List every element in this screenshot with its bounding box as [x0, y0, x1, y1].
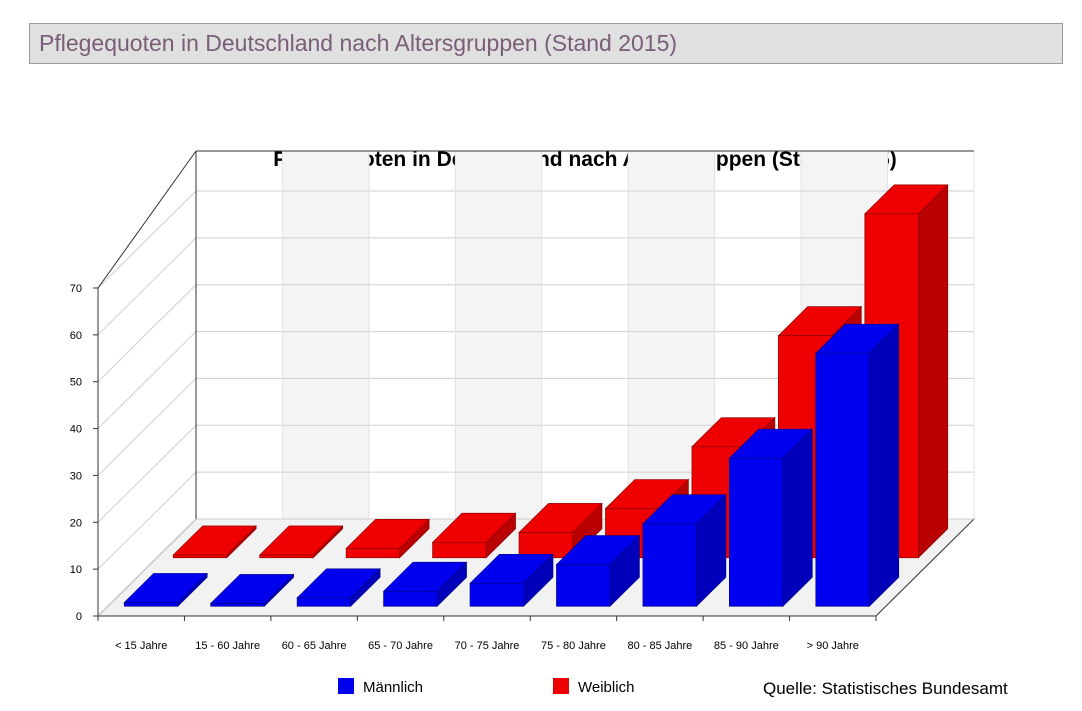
x-tick-label: 85 - 90 Jahre	[714, 640, 779, 652]
chart-frame	[97, 150, 974, 616]
x-tick-label: 65 - 70 Jahre	[368, 640, 433, 652]
bar-front	[259, 554, 314, 559]
y-tick-label: 70	[70, 283, 82, 295]
wall-band	[282, 151, 369, 519]
y-tick-label: 50	[70, 377, 82, 389]
bar-front	[123, 602, 179, 607]
x-axis: < 15 Jahre 15 - 60 Jahre 60 - 65 Jahre 65 -…	[97, 616, 877, 652]
bar-front	[642, 523, 697, 607]
x-tick-label: 15 - 60 Jahre	[195, 640, 260, 652]
page-header: Pflegequoten in Deutschland nach Altersg…	[29, 23, 1063, 64]
bar	[469, 553, 554, 608]
bar-front	[469, 583, 524, 607]
bar	[172, 525, 257, 559]
y-tick-label: 60	[70, 330, 82, 342]
bar-front	[383, 591, 438, 607]
legend-label: Männlich	[363, 679, 423, 696]
bar	[123, 572, 208, 608]
bar	[258, 525, 344, 559]
x-tick-label: > 90 Jahre	[807, 640, 859, 652]
bar	[815, 323, 900, 608]
bar-series	[123, 323, 900, 608]
y-tick-label: 0	[76, 611, 82, 623]
bar	[518, 502, 603, 559]
bar-side	[782, 428, 813, 608]
legend-swatch	[338, 678, 354, 694]
bar	[345, 518, 430, 559]
source-note: Quelle: Statistisches Bundesamt	[763, 679, 1008, 698]
x-tick-label: < 15 Jahre	[115, 640, 167, 652]
bar-front	[556, 564, 611, 607]
wall-band	[455, 151, 542, 519]
legend-swatch	[553, 678, 569, 694]
y-axis: 0 10 20 30 40 50 60 70	[70, 283, 98, 623]
bar-front	[729, 457, 784, 607]
y-tick-label: 30	[70, 470, 82, 482]
x-tick-label: 60 - 65 Jahre	[282, 640, 347, 652]
bar	[382, 561, 468, 608]
y-tick-label: 40	[70, 424, 82, 436]
legend-item: Männlich	[338, 678, 423, 696]
bar-front	[345, 548, 401, 559]
legend-label: Weiblich	[578, 679, 634, 696]
bar	[728, 428, 814, 608]
bar	[296, 568, 381, 608]
chart-bars	[123, 184, 949, 608]
bar	[431, 512, 517, 559]
x-tick-label: 80 - 85 Jahre	[627, 640, 692, 652]
chart-walls	[282, 151, 888, 519]
chart-title: Pflegequoten in Deutschland nach Altersg…	[273, 148, 896, 171]
bar	[642, 494, 727, 608]
x-tick-label: 70 - 75 Jahre	[455, 640, 520, 652]
bar	[555, 534, 641, 608]
bar-front	[210, 603, 265, 607]
chart-legend: Männlich Weiblich	[338, 678, 634, 696]
page-title: Pflegequoten in Deutschland nach Altersg…	[39, 30, 678, 56]
bar-front	[432, 542, 487, 559]
frame-line	[97, 150, 197, 289]
x-tick-label: 75 - 80 Jahre	[541, 640, 606, 652]
bar-front	[296, 597, 352, 607]
legend-item: Weiblich	[553, 678, 634, 696]
bar-side	[869, 323, 900, 608]
bar-front	[518, 532, 573, 559]
bar-side	[918, 184, 949, 559]
bar-front	[815, 352, 870, 607]
y-tick-label: 10	[70, 564, 82, 576]
bar-front	[172, 554, 228, 559]
y-tick-label: 20	[70, 517, 82, 529]
bar	[209, 573, 295, 608]
